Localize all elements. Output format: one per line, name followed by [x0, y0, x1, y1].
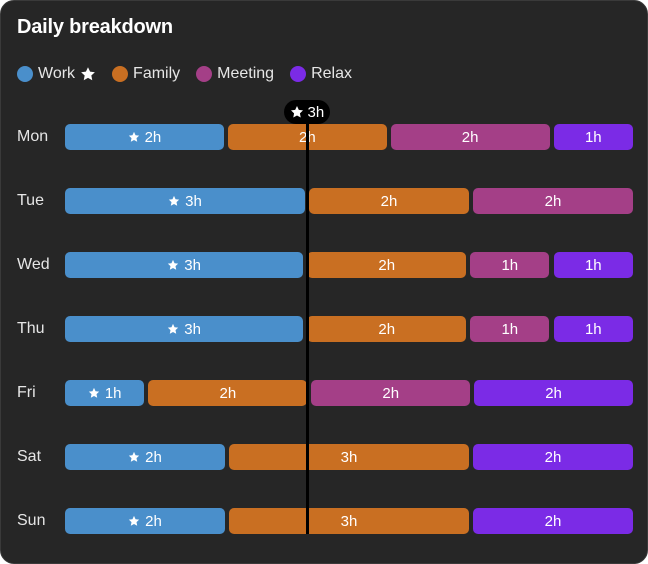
bar-segment-work: 3h — [65, 316, 304, 342]
bar-segment-relax: 1h — [553, 252, 633, 278]
day-label: Fri — [17, 384, 36, 401]
bar-value-label: 2h — [382, 384, 400, 402]
legend-swatch — [290, 66, 307, 82]
legend-item-meeting: Meeting — [196, 65, 274, 83]
bar-value-label: 2h — [144, 128, 162, 146]
legend-item-relax: Relax — [290, 65, 352, 83]
legend: Work Family Meeting Relax — [17, 64, 352, 84]
star-icon — [169, 195, 180, 206]
bar-value-label: 1h — [104, 384, 122, 402]
chart-title: Daily breakdown — [17, 16, 173, 38]
reference-line-badge: 3h — [283, 100, 331, 124]
bar-segment-family: 3h — [229, 444, 469, 470]
bar-segment-relax: 2h — [473, 444, 633, 470]
legend-label: Family — [133, 65, 181, 82]
bar-segment-relax: 2h — [473, 508, 633, 534]
bar-segment-meeting: 2h — [311, 380, 471, 406]
bar-segment-relax: 2h — [474, 380, 633, 406]
bar-segment-relax: 1h — [553, 316, 633, 342]
day-label: Mon — [17, 128, 49, 145]
bar-value-label: 1h — [584, 320, 602, 338]
bar-value-label: 2h — [380, 192, 398, 210]
bar-value-label: 1h — [584, 128, 602, 146]
reference-line — [305, 112, 309, 534]
star-icon — [168, 259, 179, 270]
bar-value-label: 1h — [501, 320, 519, 338]
bar-segment-family: 2h — [307, 316, 467, 342]
legend-swatch — [112, 66, 129, 82]
bar-value-label: 2h — [545, 384, 562, 402]
star-icon — [129, 451, 140, 462]
bar-value-label: 2h — [544, 512, 562, 530]
bar-segment-meeting: 1h — [470, 316, 550, 342]
day-label: Sat — [17, 448, 42, 465]
bar-segment-family: 2h — [148, 380, 308, 406]
legend-item-family: Family — [112, 65, 180, 83]
bar-segment-meeting: 2h — [473, 188, 633, 214]
bar-value-label: 2h — [145, 448, 162, 466]
bar-value-label: 3h — [184, 320, 201, 338]
star-icon — [88, 387, 99, 398]
bar-segment-family: 2h — [307, 252, 467, 278]
bar-value-label: 3h — [184, 256, 201, 274]
day-label: Tue — [17, 192, 44, 209]
star-icon — [128, 131, 139, 142]
bar-segment-work: 2h — [65, 124, 224, 150]
bar-segment-meeting: 1h — [470, 252, 550, 278]
legend-swatch — [196, 66, 213, 82]
reference-line-label: 3h — [307, 103, 325, 121]
star-icon — [168, 323, 179, 334]
legend-label: Relax — [311, 65, 352, 82]
legend-swatch — [17, 66, 33, 82]
bar-segment-work: 3h — [65, 188, 305, 214]
bar-value-label: 1h — [501, 256, 519, 274]
bar-value-label: 3h — [340, 512, 358, 530]
bar-segment-family: 3h — [229, 508, 469, 534]
star-icon — [81, 67, 95, 81]
bar-value-label: 2h — [544, 192, 562, 210]
bar-value-label: 2h — [219, 384, 237, 402]
day-label: Thu — [17, 320, 45, 337]
legend-label: Meeting — [217, 65, 275, 82]
bar-value-label: 1h — [584, 256, 602, 274]
bar-segment-family: 2h — [309, 188, 469, 214]
bar-segment-work: 2h — [65, 508, 225, 534]
bar-segment-work: 3h — [65, 252, 304, 278]
bar-value-label: 2h — [461, 128, 479, 146]
bar-segment-work: 2h — [65, 444, 225, 470]
legend-item-work: Work — [17, 65, 96, 83]
day-label: Wed — [17, 256, 50, 273]
bar-segment-work: 1h — [65, 380, 145, 406]
bar-segment-relax: 1h — [553, 124, 633, 150]
bar-value-label: 2h — [378, 320, 396, 338]
star-icon — [129, 515, 140, 526]
bar-value-label: 2h — [145, 512, 162, 530]
bar-value-label: 2h — [544, 448, 562, 466]
bar-value-label: 3h — [340, 448, 358, 466]
bar-value-label: 3h — [185, 192, 202, 210]
day-label: Sun — [17, 512, 46, 529]
legend-label: Work — [38, 65, 76, 82]
bar-value-label: 2h — [378, 256, 396, 274]
star-icon — [290, 106, 303, 118]
bar-segment-meeting: 2h — [390, 124, 550, 150]
